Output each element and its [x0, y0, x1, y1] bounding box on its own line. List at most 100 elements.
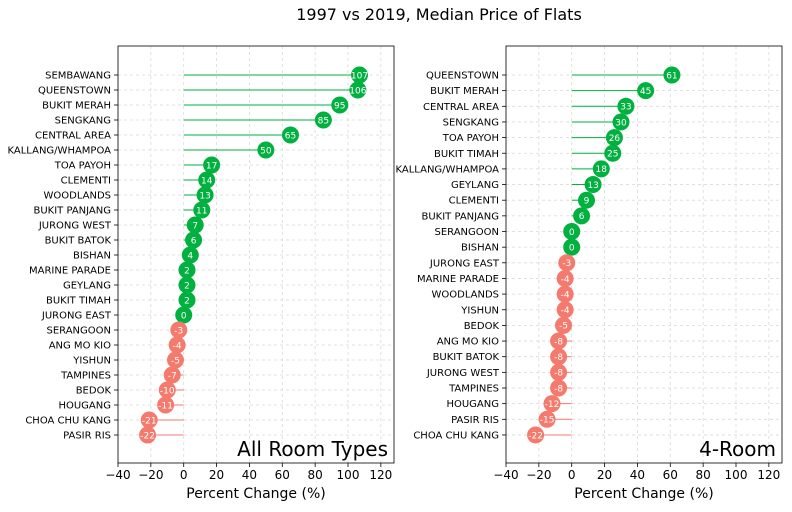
category-label-hougang: HOUGANG [58, 401, 111, 412]
marker-central-area [617, 97, 635, 115]
x-tick-label: 100 [337, 468, 360, 482]
value-label-toa-payoh: 26 [609, 134, 621, 144]
category-label-central-area: CENTRAL AREA [423, 102, 499, 113]
marker-pasir-ris [139, 426, 157, 444]
category-label-clementi: CLEMENTI [449, 196, 499, 207]
x-tick-label: 20 [209, 468, 224, 482]
value-label-kallang-whampoa: 18 [596, 165, 608, 175]
category-label-bishan: BISHAN [461, 243, 499, 254]
marker-bukit-timah [178, 291, 196, 309]
category-label-jurong-west: JURONG WEST [38, 221, 112, 232]
marker-bukit-timah [604, 144, 622, 162]
value-label-ang-mo-kio: -8 [554, 337, 563, 347]
marker-choa-chu-kang [140, 411, 158, 429]
marker-jurong-west [186, 216, 204, 234]
value-label-bukit-merah: 45 [640, 87, 651, 97]
value-label-queenstown: 61 [666, 71, 677, 81]
value-label-pasir-ris: -15 [540, 416, 555, 426]
marker-tampines [550, 379, 568, 397]
marker-bukit-panjang [193, 201, 211, 219]
marker-marine-parade [178, 261, 196, 279]
x-axis-label: Percent Change (%) [574, 486, 713, 502]
value-label-toa-payoh: 17 [206, 161, 217, 171]
value-label-central-area: 65 [285, 131, 296, 141]
marker-kallang-whampoa [257, 141, 275, 159]
x-tick-label: 20 [597, 468, 612, 482]
value-label-woodlands: -4 [561, 290, 570, 300]
value-label-tampines: -7 [168, 371, 177, 381]
category-label-toa-payoh: TOA PAYOH [54, 161, 111, 172]
marker-bedok [555, 316, 572, 334]
marker-yishun [556, 301, 574, 319]
x-axis-label: Percent Change (%) [186, 486, 325, 502]
x-tick-label: 60 [275, 468, 290, 482]
value-label-clementi: 9 [584, 197, 590, 207]
marker-ang-mo-kio [550, 332, 568, 350]
panel-label: All Room Types [237, 437, 388, 461]
category-label-sengkang: SENGKANG [443, 117, 499, 128]
value-label-jurong-west: -8 [554, 369, 563, 379]
panel-all-room-types: 10710695856550171413117642220-3-4-5-7-10… [8, 45, 395, 502]
value-label-bishan: 4 [187, 251, 193, 261]
category-label-serangoon: SERANGOON [46, 326, 111, 337]
value-label-sengkang: 30 [615, 118, 627, 128]
value-label-yishun: -4 [561, 306, 570, 316]
x-tick-label: 0 [180, 468, 188, 482]
category-label-kallang-whampoa: KALLANG/WHAMPOA [396, 164, 500, 175]
value-label-woodlands: 13 [199, 191, 210, 201]
value-label-geylang: 2 [184, 281, 190, 291]
category-label-hougang: HOUGANG [446, 399, 499, 410]
marker-serangoon [170, 321, 188, 339]
marker-pasir-ris [538, 410, 556, 428]
marker-sengkang [314, 111, 332, 129]
marker-toa-payoh [203, 156, 221, 174]
marker-jurong-east [558, 254, 576, 272]
marker-bishan [563, 238, 581, 256]
value-label-bedok: -5 [559, 322, 568, 332]
value-label-central-area: 33 [620, 103, 631, 113]
category-label-yishun: YISHUN [72, 356, 111, 367]
value-label-ang-mo-kio: -4 [173, 341, 182, 351]
category-label-sembawang: SEMBAWANG [45, 71, 111, 82]
marker-woodlands [196, 186, 214, 204]
category-label-bukit-batok: BUKIT BATOK [433, 352, 500, 363]
x-tick-label: 80 [696, 468, 711, 482]
plot-frame [117, 45, 395, 464]
category-label-geylang: GEYLANG [451, 180, 499, 191]
category-label-bukit-timah: BUKIT TIMAH [46, 296, 111, 307]
category-label-sengkang: SENGKANG [55, 116, 111, 127]
value-label-marine-parade: 2 [184, 266, 190, 276]
x-tick-label: 100 [725, 468, 748, 482]
value-label-kallang-whampoa: 50 [260, 146, 272, 156]
marker-jurong-east [175, 306, 193, 324]
value-label-sengkang: 85 [318, 116, 329, 126]
marker-geylang [584, 176, 602, 194]
category-label-jurong-east: JURONG EAST [41, 311, 112, 322]
marker-clementi [578, 191, 595, 209]
marker-central-area [282, 126, 299, 144]
category-label-central-area: CENTRAL AREA [35, 131, 111, 142]
category-label-tampines: TAMPINES [448, 384, 499, 395]
x-tick-label: −40 [105, 468, 130, 482]
value-label-jurong-east: -3 [562, 259, 571, 269]
category-label-queenstown: QUEENSTOWN [38, 86, 111, 97]
category-label-tampines: TAMPINES [60, 371, 111, 382]
value-label-clementi: 14 [201, 176, 213, 186]
category-label-kallang-whampoa: KALLANG/WHAMPOA [8, 146, 112, 157]
x-tick-label: 120 [369, 468, 392, 482]
x-tick-label: 40 [630, 468, 645, 482]
category-label-bedok: BEDOK [76, 386, 112, 397]
value-label-tampines: -8 [554, 384, 563, 394]
marker-sengkang [612, 113, 630, 131]
value-label-bukit-timah: 2 [184, 296, 190, 306]
marker-queenstown [349, 81, 367, 99]
marker-sembawang [351, 66, 368, 84]
value-label-yishun: -5 [171, 356, 180, 366]
marker-bukit-batok [550, 348, 568, 366]
chart-title: 1997 vs 2019, Median Price of Flats [296, 5, 582, 24]
marker-woodlands [556, 285, 574, 303]
value-label-serangoon: -3 [174, 326, 183, 336]
marker-tampines [163, 366, 181, 384]
marker-toa-payoh [605, 129, 623, 147]
